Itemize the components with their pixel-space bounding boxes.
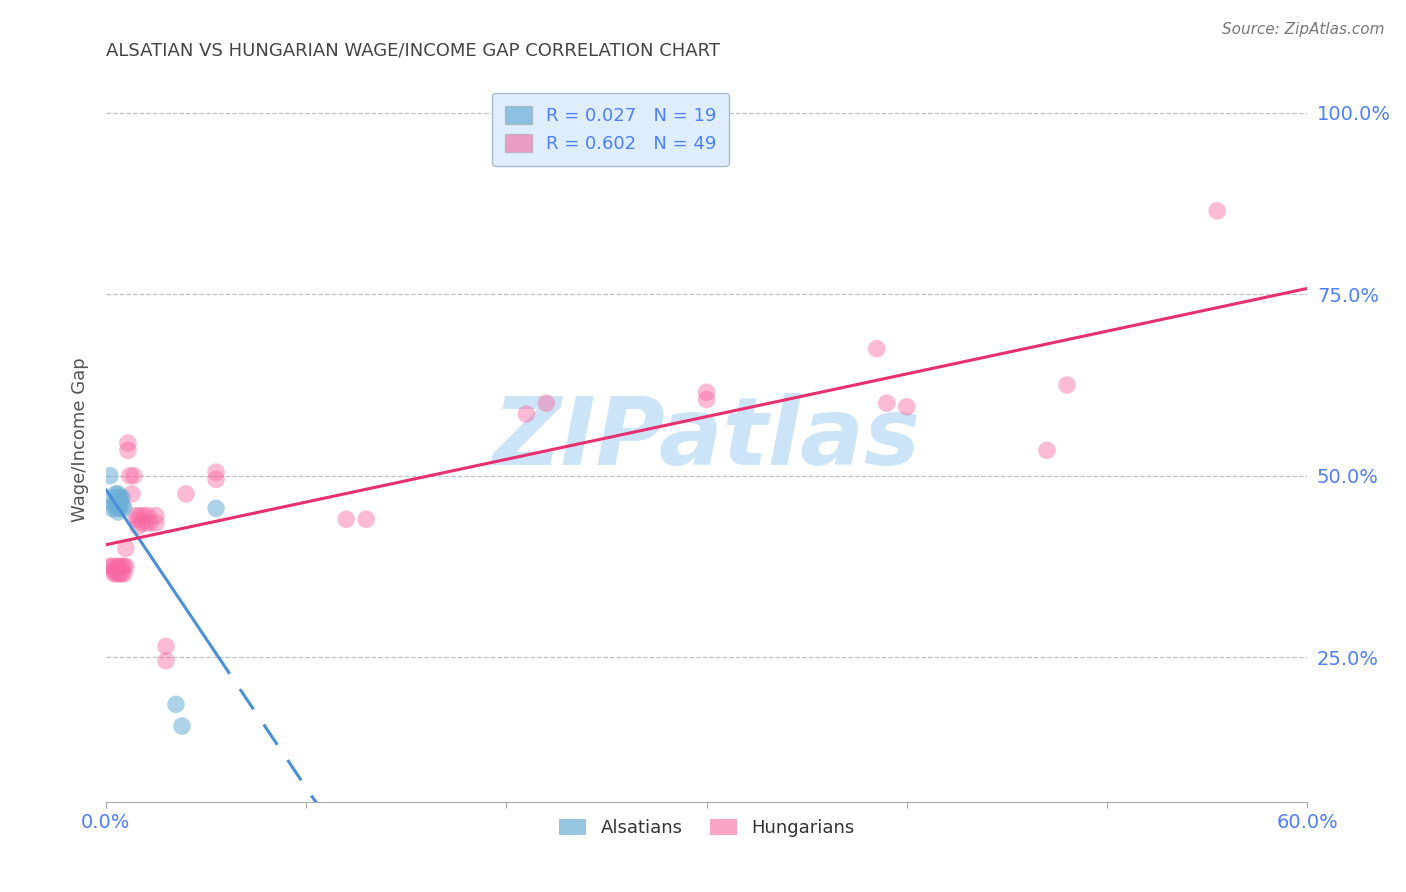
Point xyxy=(104,566,127,581)
Point xyxy=(145,516,167,530)
Point xyxy=(125,508,148,523)
Point xyxy=(155,639,177,653)
Point xyxy=(136,508,159,523)
Point xyxy=(536,396,558,410)
Point xyxy=(696,392,718,407)
Point xyxy=(107,498,129,512)
Point xyxy=(515,407,537,421)
Point xyxy=(127,519,149,533)
Point xyxy=(111,559,134,574)
Point xyxy=(107,505,129,519)
Point xyxy=(205,472,228,486)
Text: Source: ZipAtlas.com: Source: ZipAtlas.com xyxy=(1222,22,1385,37)
Point xyxy=(108,491,131,505)
Point xyxy=(155,654,177,668)
Point xyxy=(696,385,718,400)
Point xyxy=(896,400,918,414)
Point xyxy=(354,512,377,526)
Point xyxy=(112,559,135,574)
Point xyxy=(131,516,153,530)
Point xyxy=(104,559,127,574)
Point xyxy=(101,501,124,516)
Point xyxy=(866,342,889,356)
Point xyxy=(115,559,138,574)
Point xyxy=(104,487,127,501)
Y-axis label: Wage/Income Gap: Wage/Income Gap xyxy=(72,357,89,522)
Point xyxy=(104,501,127,516)
Point xyxy=(112,566,135,581)
Point xyxy=(111,566,134,581)
Point xyxy=(117,443,139,458)
Point xyxy=(135,516,157,530)
Point xyxy=(1056,378,1078,392)
Point xyxy=(108,501,131,516)
Point xyxy=(98,468,121,483)
Point xyxy=(103,563,125,577)
Point xyxy=(104,494,127,508)
Point xyxy=(101,559,124,574)
Point xyxy=(335,512,357,526)
Point xyxy=(117,436,139,450)
Point xyxy=(112,501,135,516)
Point xyxy=(132,508,155,523)
Point xyxy=(205,501,228,516)
Point xyxy=(139,516,162,530)
Point xyxy=(111,491,134,505)
Point xyxy=(1036,443,1059,458)
Point xyxy=(122,468,145,483)
Point xyxy=(103,498,125,512)
Point xyxy=(1206,203,1229,218)
Point xyxy=(205,465,228,479)
Point xyxy=(103,491,125,505)
Point xyxy=(107,566,129,581)
Point xyxy=(98,559,121,574)
Point xyxy=(108,494,131,508)
Point xyxy=(111,498,134,512)
Point xyxy=(103,566,125,581)
Point xyxy=(108,566,131,581)
Point xyxy=(108,559,131,574)
Point xyxy=(174,487,197,501)
Text: ZIPatlas: ZIPatlas xyxy=(492,393,921,485)
Legend: Alsatians, Hungarians: Alsatians, Hungarians xyxy=(551,812,862,844)
Point xyxy=(107,487,129,501)
Point xyxy=(115,541,138,556)
Point xyxy=(107,559,129,574)
Point xyxy=(145,508,167,523)
Point xyxy=(127,512,149,526)
Point xyxy=(170,719,193,733)
Point xyxy=(129,508,152,523)
Point xyxy=(121,487,143,501)
Point xyxy=(165,698,187,712)
Point xyxy=(118,468,141,483)
Text: ALSATIAN VS HUNGARIAN WAGE/INCOME GAP CORRELATION CHART: ALSATIAN VS HUNGARIAN WAGE/INCOME GAP CO… xyxy=(105,42,720,60)
Point xyxy=(876,396,898,410)
